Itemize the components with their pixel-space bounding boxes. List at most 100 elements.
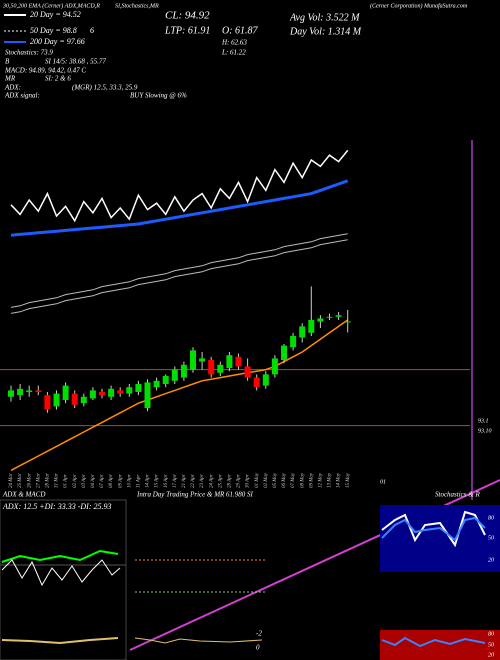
x-tick-label: 02 Apr: [73, 474, 78, 488]
ma-line: [10, 319, 349, 472]
di-trace: [1, 559, 121, 587]
x-tick-label: 01 Apr: [64, 474, 69, 488]
candle-body: [180, 364, 187, 378]
x-tick-label: 13 May: [328, 472, 333, 488]
r-tick: 80: [488, 631, 494, 637]
candle-body: [262, 374, 269, 386]
candle-body: [89, 390, 96, 399]
candle-body: [17, 388, 24, 396]
candle-body: [299, 326, 306, 338]
candle-body: [217, 364, 224, 373]
candle-body: [344, 321, 351, 323]
level-label: 93.1: [478, 418, 489, 424]
x-tick-label: 04 Apr: [91, 474, 96, 488]
candle-body: [35, 390, 42, 392]
study: 30,50,200 EMA (Cerner) ADX,MACD,R: [2, 2, 100, 9]
candle-body: [162, 376, 169, 384]
candle-body: [71, 393, 78, 405]
adx-panel: [0, 499, 127, 660]
candle-body: [199, 358, 206, 362]
x-tick-label: 09 May: [309, 472, 314, 488]
candle-body: [44, 395, 51, 410]
x-tick-label: 06 May: [282, 472, 287, 488]
x-tick-label: 31 Mar: [55, 473, 60, 488]
ltp: LTP: 61.91: [164, 25, 210, 36]
x-tick-label: 28 Apr: [228, 474, 233, 488]
day-vol: Day Vol: 1.314 M: [289, 26, 362, 37]
x-tick-label: 08 May: [300, 472, 305, 488]
x-tick-label: 15 Apr: [155, 474, 160, 488]
corner-label: 01: [380, 479, 386, 485]
candle-body: [135, 384, 142, 392]
candle-body: [290, 336, 297, 348]
x-tick-label: 15 May: [346, 472, 351, 488]
stoch-trace: [381, 516, 486, 542]
r-box: [380, 630, 500, 660]
x-tick-label: 17 Apr: [173, 474, 178, 488]
price-panel: 24 Mar 25 Mar 26 Mar 27 Mar 28 Mar 31 Mar 01 A…: [0, 149, 470, 488]
adx: ADX:: [4, 84, 21, 92]
x-tick-label: 24 Mar: [9, 473, 14, 488]
avg-vol: Avg Vol: 3.522 M: [289, 12, 360, 23]
x-tick-label: 12 May: [319, 472, 324, 488]
x-tick-label: 02 May: [264, 472, 269, 488]
x-tick-label: 14 Apr: [146, 474, 151, 488]
ma50-note: 6: [90, 26, 94, 35]
candle-body: [335, 315, 342, 317]
ma20: 20 Day = 94.52: [30, 10, 81, 19]
intraday-title: Intra Day Trading Price & MR 61.980 SI: [136, 491, 254, 499]
x-tick-label: 27 Mar: [36, 473, 41, 488]
ma-line: [10, 233, 348, 308]
x-tick-label: 24 Apr: [209, 474, 214, 488]
close: CL: 94.92: [165, 10, 210, 22]
x-tick-label: 01 May: [255, 472, 260, 488]
candle-body: [235, 356, 242, 367]
candle-body: [8, 390, 14, 397]
candle-body: [244, 366, 251, 378]
candle-body: [62, 385, 69, 400]
adx-signal: ADX signal:: [4, 92, 40, 100]
stoch-trace: [381, 510, 486, 548]
candle-body: [26, 390, 33, 392]
x-tick-label: 07 May: [291, 472, 296, 488]
b: B: [5, 58, 10, 66]
adx-title: ADX & MACD: [2, 491, 45, 499]
x-tick-label: 08 Apr: [109, 474, 114, 488]
mr: MR: [4, 75, 16, 83]
x-tick-label: 11 Apr: [137, 475, 142, 488]
candle-body: [281, 345, 287, 360]
candle-body: [171, 369, 178, 381]
intraday-tick: 0: [256, 644, 260, 652]
adx-values: ADX: 12.5 +DI: 33.33 -DI: 25.93: [2, 502, 112, 511]
candle-body: [99, 392, 105, 396]
x-tick-label: 23 Apr: [200, 474, 205, 488]
ma-line: [10, 179, 349, 237]
r-trace: [381, 636, 486, 648]
x-tick-label: 09 Apr: [118, 474, 123, 488]
candle-body: [308, 320, 315, 333]
x-tick-label: 25 Mar: [18, 473, 23, 488]
stoch-box: [380, 505, 500, 572]
candle-body: [226, 355, 233, 368]
ma50: 50 Day = 98.8: [30, 26, 77, 35]
stoch-tick: 50: [488, 535, 494, 541]
candle-body: [53, 393, 60, 407]
stoch-title: Stochastics & R: [435, 491, 480, 499]
mgr: (MGR) 12.5, 33.3, 25.9: [72, 84, 138, 92]
candle-body: [108, 388, 115, 397]
r-tick: 50: [488, 642, 494, 648]
x-tick-label: 22 Apr: [191, 474, 196, 488]
candle-body: [190, 350, 196, 370]
x-tick-label: 28 Mar: [46, 473, 51, 488]
si: SI 14/5: 38.68 , 55.77: [45, 58, 106, 66]
ma200: 200 Day = 97.66: [30, 37, 85, 46]
ma-line: [10, 239, 348, 314]
level-label: 93.10: [478, 428, 492, 434]
candle-body: [253, 377, 260, 388]
stoch-tick: 20: [488, 557, 494, 563]
intraday-tick: -2: [256, 630, 262, 638]
candle-body: [208, 360, 215, 375]
signal: BUY Slowing @ 6%: [130, 92, 187, 100]
